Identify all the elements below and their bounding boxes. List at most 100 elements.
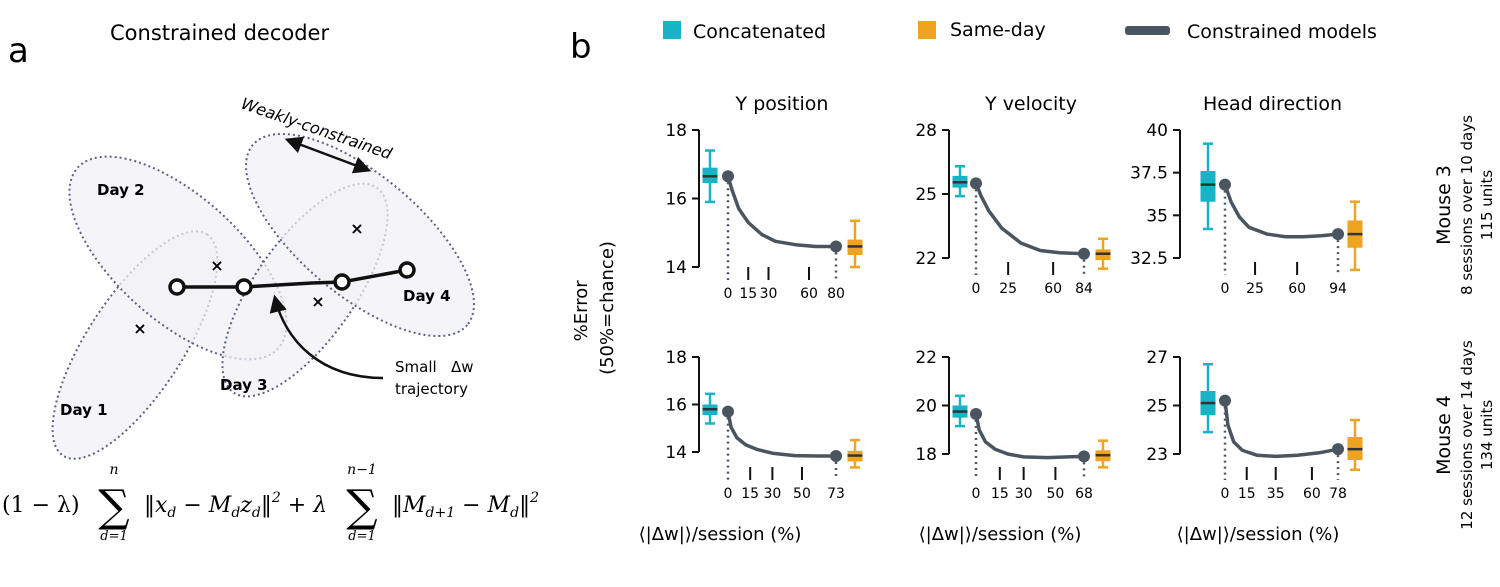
x-tick-label: 30 [763, 486, 781, 502]
y-axis-label: %Error (50%=chance) [571, 241, 618, 375]
x-tick-label: 25 [1246, 281, 1264, 297]
y-tick-label: 14 [665, 443, 687, 463]
eq-term-2: ‖Md+1 − Md‖2 [392, 490, 539, 521]
subplot-title: Head direction [1203, 93, 1342, 115]
concatenated-box [1200, 170, 1216, 202]
x-tick-label: 0 [972, 486, 981, 502]
x-tick-label: 60 [1288, 281, 1306, 297]
row-label-mouse-4-detail-2: 134 units [1478, 400, 1496, 470]
legend-label-same-day: Same-day [950, 19, 1046, 41]
constrained-curve [726, 175, 836, 249]
y-tick-label: 23 [1146, 445, 1168, 465]
cross-mark: × [350, 219, 363, 238]
row-label-mouse-3-name: Mouse 3 [1433, 165, 1455, 245]
subplot-4: 14 16 18 0 15 30 50 73 [665, 348, 863, 502]
eq-sum-1-bottom: d=1 [100, 529, 128, 544]
legend-swatch-same-day [918, 21, 936, 39]
y-tick-label: 25 [1146, 397, 1168, 417]
eq-term-1: ‖xd − Mdzd‖2 + λ [144, 490, 327, 521]
curve-start-point [970, 407, 982, 420]
legend-swatch-constrained [1125, 26, 1170, 35]
curve-end-point [1332, 228, 1344, 241]
x-tick-label: 15 [739, 286, 757, 302]
y-tick-label: 27 [1146, 348, 1168, 368]
curve-start-point [1219, 394, 1231, 407]
panel-a-title: Constrained decoder [110, 21, 329, 45]
trajectory-node [235, 278, 253, 296]
day-label-3: Day 3 [220, 376, 268, 394]
y-tick-label: 35 [1146, 206, 1168, 226]
x-tick-label: 35 [1267, 486, 1285, 502]
y-tick-label: 32.5 [1130, 249, 1168, 269]
subplot-6: 23 25 27 0 15 35 60 78 [1146, 348, 1363, 502]
x-tick-label: 0 [724, 486, 733, 502]
curve-end-point [1078, 450, 1090, 463]
eq-sum-1: ∑ [98, 481, 129, 532]
x-tick-label: 60 [1303, 486, 1321, 502]
subplot-3: Head direction 32.5 35 37.5 40 0 25 60 94 [1130, 93, 1363, 297]
subplot-title: Y position [735, 93, 829, 115]
y-axis-label-line-2: (50%=chance) [597, 241, 618, 375]
day-label-1: Day 1 [60, 401, 108, 419]
x-tick-label: 80 [827, 286, 845, 302]
curve-start-point [1219, 178, 1231, 191]
eq-sum-2-bottom: d=1 [348, 529, 376, 544]
constraint-arrow [284, 136, 372, 174]
cross-mark: × [133, 319, 146, 338]
curve-end-point [1078, 247, 1090, 260]
cross-mark: × [210, 256, 223, 275]
y-tick-label: 16 [665, 190, 687, 210]
constrained-curve [726, 411, 836, 458]
x-tick-label: 73 [827, 486, 845, 502]
row-label-mouse-4: Mouse 4 12 sessions over 14 days 134 uni… [1433, 340, 1496, 530]
trajectory-node [168, 278, 186, 296]
annotation-arrow [269, 294, 384, 380]
x-tick-label: 78 [1329, 486, 1347, 502]
x-tick-label: 60 [1044, 281, 1062, 297]
constrained-curve [1223, 400, 1339, 459]
trajectory-node [333, 273, 351, 291]
y-tick-label: 16 [665, 396, 687, 416]
x-tick-label: 0 [1221, 281, 1230, 297]
x-tick-label: 94 [1329, 281, 1347, 297]
trajectory-line [177, 268, 408, 289]
annotation-text-1: Small Δw [395, 358, 474, 376]
y-tick-label: 14 [665, 258, 687, 278]
y-tick-label: 18 [665, 121, 687, 141]
legend-swatch-concatenated [663, 21, 681, 39]
day-label-2: Day 2 [97, 181, 145, 199]
day-4-ellipse [245, 132, 475, 338]
x-tick-label: 68 [1075, 486, 1093, 502]
legend: Concatenated Same-day Constrained models [663, 19, 1377, 43]
day-label-4: Day 4 [403, 287, 451, 305]
y-tick-label: 18 [915, 445, 937, 465]
panel-a-letter: a [8, 31, 29, 71]
eq-sum-2-top: n−1 [347, 462, 377, 478]
curve-start-point [970, 177, 982, 190]
y-tick-label: 37.5 [1130, 164, 1168, 184]
row-label-mouse-3-detail-1: 8 sessions over 10 days [1458, 115, 1476, 295]
curve-start-point [722, 405, 734, 418]
legend-label-constrained: Constrained models [1187, 21, 1377, 43]
y-axis-label-line-1: %Error [571, 280, 592, 342]
legend-label-concatenated: Concatenated [693, 21, 826, 43]
panel-b-letter: b [570, 27, 592, 67]
x-tick-label: 15 [1238, 486, 1256, 502]
y-tick-label: 25 [915, 185, 937, 205]
subplot-5: 18 20 22 0 15 30 50 68 [915, 348, 1111, 502]
x-tick-label: 0 [1221, 486, 1230, 502]
x-tick-label: 84 [1075, 281, 1093, 297]
y-tick-label: 22 [915, 348, 937, 368]
x-axis-label-col-2: ⟨|Δw|⟩/session (%) [919, 524, 1082, 545]
objective-equation: (1 − λ) ∑ n d=1 ‖xd − Mdzd‖2 + λ ∑ n−1 d… [2, 462, 539, 544]
x-axis-label-col-3: ⟨|Δw|⟩/session (%) [1177, 524, 1340, 545]
row-label-mouse-4-detail-1: 12 sessions over 14 days [1458, 340, 1476, 530]
curve-end-point [1332, 443, 1344, 456]
y-tick-label: 18 [665, 348, 687, 368]
eq-sum-2: ∑ [346, 481, 377, 532]
row-label-mouse-4-name: Mouse 4 [1433, 395, 1455, 475]
x-tick-label: 30 [760, 286, 778, 302]
x-axis-label-col-1: ⟨|Δw|⟩/session (%) [639, 524, 802, 545]
